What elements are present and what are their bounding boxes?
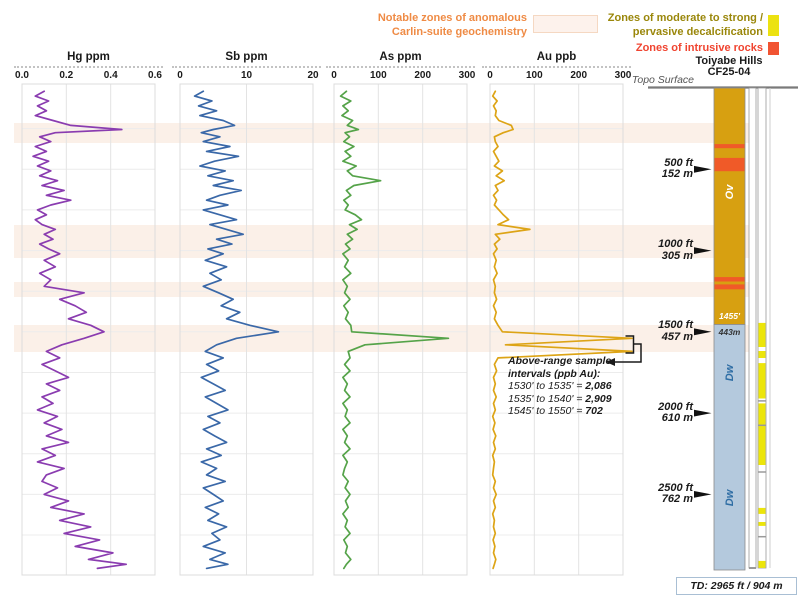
decal-segment <box>758 522 766 526</box>
lith-unit-dw <box>713 324 746 571</box>
tick-hg-0.6: 0.6 <box>148 70 162 81</box>
anomalous-zone-band <box>14 281 756 297</box>
depth-marker-500: 500 ft 152 m <box>661 156 693 181</box>
panel-rule-as <box>326 66 475 68</box>
panel-title-au: Au ppb <box>536 51 577 63</box>
intrusive-band <box>714 157 745 172</box>
legend-decal-line1: Zones of moderate to strong / <box>607 12 763 24</box>
hole-title-line2: CF25-04 <box>707 66 751 78</box>
intrusive-band <box>714 284 745 290</box>
panel-title-as: As ppm <box>379 51 422 63</box>
tick-as-0: 0 <box>331 70 337 81</box>
lith-label-ov-0: Ov <box>723 184 736 200</box>
tick-sb-0: 0 <box>177 70 183 81</box>
topo-surface-label: Topo Surface <box>631 74 694 86</box>
legend-carlin-line1: Notable zones of anomalous <box>377 12 527 24</box>
decal-segment <box>758 322 766 347</box>
tick-as-300: 300 <box>458 70 476 81</box>
tick-hg-0.4: 0.4 <box>103 70 118 81</box>
depth-arrow-icon <box>694 165 712 173</box>
annotation-entry-2: 1545' to 1550' = 702 <box>508 405 603 418</box>
panel-frame <box>21 83 156 576</box>
intrusive-band <box>714 144 745 149</box>
panel-title-sb: Sb ppm <box>225 51 268 63</box>
decal-segment <box>758 363 766 399</box>
legend-intrusive-label: Zones of intrusive rocks <box>635 42 763 54</box>
depth-marker-1500: 1500 ft 457 m <box>658 319 693 343</box>
decal-segment <box>758 403 766 465</box>
anomalous-zone-band <box>14 225 756 258</box>
decal-segment <box>758 560 766 568</box>
curve-sb <box>193 90 280 570</box>
legend-carlin-line2: Carlin-suite geochemistry <box>391 26 527 38</box>
panel-frame <box>489 83 624 576</box>
annotation-line1: Above-range sample <box>508 355 612 367</box>
tick-au-300: 300 <box>614 70 632 81</box>
depth-arrow-icon <box>694 491 712 498</box>
annotation-line2: intervals (ppb Au): <box>508 367 601 380</box>
depth-marker-2000: 2000 ft 610 m <box>658 400 693 425</box>
depth-arrow-icon <box>694 247 712 254</box>
lith-label-dw-1: Dw <box>723 365 736 382</box>
annotation-entry-1: 1535' to 1540' = 2,909 <box>508 392 612 405</box>
annotation-entry-0: 1530' to 1535' = 2,086 <box>508 380 612 393</box>
anomalous-zone-band <box>14 123 756 143</box>
legend-decal-line2: pervasive decalcification <box>632 26 763 38</box>
tick-sb-20: 20 <box>307 70 319 81</box>
depth-arrow-icon <box>694 328 712 336</box>
tick-au-0: 0 <box>487 70 493 81</box>
tick-as-100: 100 <box>369 70 387 81</box>
depth-arrow-icon <box>694 409 712 417</box>
hole-title-line1: Toiyabe Hills <box>695 55 763 67</box>
tick-au-200: 200 <box>570 70 588 81</box>
lith-label-dw-2: Dw <box>723 489 736 506</box>
panel-title-hg: Hg ppm <box>67 51 110 63</box>
tick-hg-0.0: 0.0 <box>15 70 29 81</box>
lith-boundary-ft: 1455' <box>719 311 740 321</box>
tick-sb-10: 10 <box>240 70 253 81</box>
above-range-connector <box>614 343 642 363</box>
intrusive-band <box>714 277 745 282</box>
total-depth-box: TD: 2965 ft / 904 m <box>676 577 797 595</box>
panel-rule-sb <box>172 66 321 68</box>
decal-segment <box>758 507 766 514</box>
panel-rule-au <box>482 66 631 68</box>
decal-segment <box>758 351 766 358</box>
panel-rule-hg <box>14 66 163 68</box>
curve-hg <box>32 90 128 570</box>
above-range-annotation: Above-range sample intervals (ppb Au): 1… <box>508 355 612 418</box>
depth-marker-1000: 1000 ft 305 m <box>658 238 693 262</box>
legend-decal-swatch <box>768 15 779 36</box>
lith-boundary-m: 443m <box>718 327 741 337</box>
legend-intrusive-swatch <box>768 42 779 55</box>
legend-carlin-swatch <box>533 15 598 33</box>
connector-arrow-icon <box>606 358 615 366</box>
panel-frame <box>333 83 468 576</box>
curve-au <box>491 90 633 570</box>
panel-frame <box>179 83 314 576</box>
depth-marker-2500: 2500 ft 762 m <box>658 481 693 506</box>
tick-hg-0.2: 0.2 <box>59 70 74 81</box>
annotation-entries: 1530' to 1535' = 2,086 1535' to 1540' = 2… <box>508 380 612 418</box>
tick-au-100: 100 <box>525 70 543 81</box>
tick-as-200: 200 <box>414 70 432 81</box>
curve-as <box>339 90 450 570</box>
